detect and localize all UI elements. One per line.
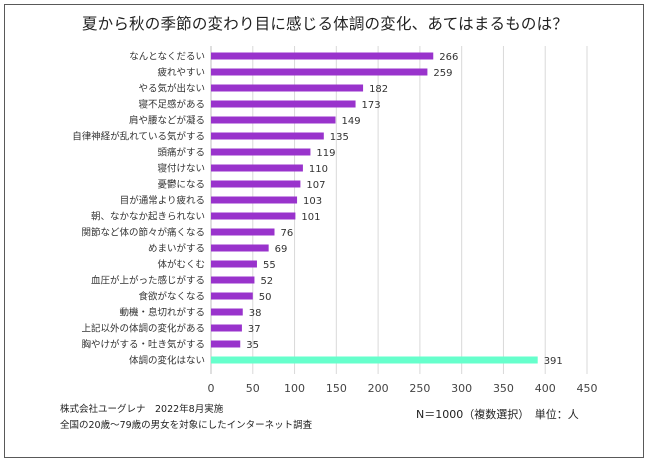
value-label: 110 [309,164,328,175]
x-tick-label: 350 [493,382,514,395]
bar [211,324,242,332]
category-label: やる気が出ない [138,83,205,95]
category-label: めまいがする [148,243,205,255]
x-tick-label: 300 [451,382,472,395]
category-label: 体がむくむ [157,259,205,271]
bar [211,228,275,236]
category-label: 体調の変化はない [129,355,205,367]
category-label: 関節など体の節々が痛くなる [81,227,205,239]
bar [211,132,324,140]
bar [211,164,303,172]
category-label: 動機・息切れがする [119,307,205,319]
bar [211,244,269,252]
value-label: 173 [362,100,381,111]
bar [211,308,243,316]
category-label: 食欲がなくなる [138,291,205,303]
x-tick-label: 250 [409,382,430,395]
value-label: 259 [433,68,452,79]
category-label: 朝、なかなか起きられない [91,212,205,223]
value-label: 101 [301,212,320,223]
x-tick-label: 50 [246,382,260,395]
category-label: 自律神経が乱れている気がする [72,131,205,143]
category-label: 疲れやすい [157,67,205,79]
bar [211,340,241,348]
value-label: 149 [341,116,360,127]
chart-frame [4,4,644,458]
value-label: 50 [259,292,272,303]
chart-title: 夏から秋の季節の変わり目に感じる体調の変化、あてはまるものは？ [81,15,569,33]
bar [211,68,428,76]
bar [211,180,301,188]
x-tick-label: 150 [326,382,347,395]
value-label: 182 [369,84,388,95]
footer-sample: N＝1000（複数選択） 単位：人 [416,408,579,421]
x-tick-label: 400 [535,382,556,395]
bar [211,212,296,220]
category-label: 血圧が上がった感じがする [91,275,205,287]
bar [211,84,364,92]
bar [211,100,356,108]
category-label: 寝不足感がある [138,99,205,111]
bar [211,196,298,204]
bar [211,292,253,300]
x-tick-label: 100 [284,382,305,395]
value-label: 55 [263,260,276,271]
category-label: なんとなくだるい [129,52,205,63]
x-tick-label: 0 [208,382,215,395]
value-label: 135 [330,132,349,143]
bar [211,356,538,364]
footer-survey: 全国の20歳～79歳の男女を対象にしたインターネット調査 [60,420,313,431]
category-label: 肩や腰などが凝る [129,115,205,127]
footer-source: 株式会社ユーグレナ 2022年8月実施 [60,404,224,415]
value-label: 391 [544,356,563,367]
category-label: 寝付けない [157,163,205,175]
x-tick-label: 450 [577,382,598,395]
category-label: 憂鬱になる [157,179,205,191]
bar [211,116,336,124]
value-label: 38 [249,308,262,319]
bar [211,260,257,268]
value-label: 76 [281,228,294,239]
category-label: 目が通常より疲れる [120,195,205,207]
category-label: 上記以外の体調の変化がある [81,323,205,335]
value-label: 103 [303,196,322,207]
bar [211,276,255,284]
value-label: 119 [316,148,335,159]
bar [211,148,311,156]
x-tick-label: 200 [368,382,389,395]
category-label: 頭痛がする [157,147,205,159]
value-label: 107 [306,180,325,191]
value-label: 266 [439,52,458,63]
value-label: 52 [260,276,273,287]
category-label: 胸やけがする・吐き気がする [81,339,205,351]
bar [211,52,434,60]
value-label: 35 [246,340,259,351]
value-label: 37 [248,324,261,335]
value-label: 69 [275,244,288,255]
